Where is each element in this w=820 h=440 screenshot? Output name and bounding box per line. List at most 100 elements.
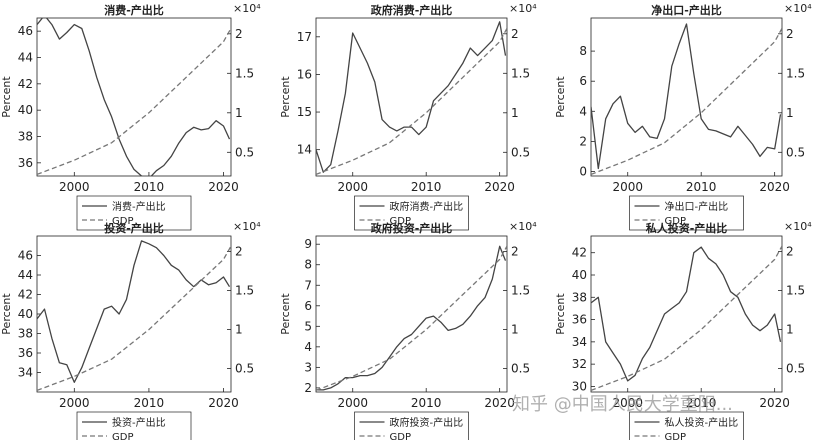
watermark: 知乎 @中国人民大学重阳... bbox=[512, 394, 733, 415]
gdp-series-line bbox=[316, 245, 507, 392]
y-tick-label: 36 bbox=[18, 346, 33, 360]
y2-exponent-label: ×10⁴ bbox=[784, 220, 812, 233]
legend-label: GDP bbox=[390, 432, 411, 440]
legend-box bbox=[629, 195, 744, 231]
plot-area bbox=[37, 18, 231, 176]
gdp-series-line bbox=[591, 245, 782, 392]
legend-label: GDP bbox=[665, 216, 686, 227]
y-tick-label: 16 bbox=[297, 67, 312, 81]
y2-tick-label: 0.5 bbox=[235, 362, 254, 376]
y2-tick-label: 0.5 bbox=[511, 145, 530, 159]
y-tick-label: 8 bbox=[304, 258, 312, 272]
y-axis-label: Percent bbox=[279, 293, 292, 335]
x-tick-label: 2010 bbox=[686, 396, 717, 410]
gdp-series-line bbox=[316, 27, 507, 176]
chart-title: 投资-产出比 bbox=[104, 221, 164, 235]
y-axis-label: Percent bbox=[279, 76, 292, 118]
legend-box bbox=[629, 411, 744, 440]
legend-box bbox=[354, 411, 469, 440]
legend-label: 政府消费-产出比 bbox=[390, 200, 464, 213]
gdp-series-line bbox=[37, 27, 231, 176]
plot-area bbox=[37, 240, 231, 392]
ratio-series-line bbox=[37, 240, 231, 383]
chart-panel-6: 30 32 34 36 38 40 42 0.5 1 1.5 2 ×10⁴ 2000 2010 2020 私人… bbox=[554, 220, 812, 440]
x-tick-label: 2000 bbox=[337, 396, 368, 410]
y2-tick-label: 1 bbox=[235, 106, 243, 120]
y2-tick-label: 2 bbox=[235, 27, 243, 41]
legend-box bbox=[76, 195, 192, 231]
y2-tick-label: 1 bbox=[786, 323, 794, 337]
y-tick-label: 34 bbox=[18, 366, 33, 380]
y-tick-label: 7 bbox=[304, 278, 312, 292]
plot-area bbox=[316, 245, 507, 392]
x-tick-label: 2020 bbox=[759, 396, 790, 410]
y-tick-label: 42 bbox=[18, 77, 33, 91]
plot-frame bbox=[315, 17, 508, 177]
y-tick-label: 2 bbox=[304, 381, 312, 395]
y2-tick-label: 2 bbox=[786, 245, 794, 259]
gdp-series-line bbox=[37, 245, 231, 392]
y-tick-label: 40 bbox=[18, 307, 33, 321]
x-tick-label: 2010 bbox=[686, 180, 717, 194]
y2-tick-label: 1 bbox=[786, 106, 794, 120]
y2-tick-label: 2 bbox=[511, 27, 519, 41]
plot-area bbox=[591, 23, 782, 176]
y-tick-label: 3 bbox=[304, 360, 312, 374]
chart-title: 政府投资-产出比 bbox=[371, 221, 453, 235]
y-tick-label: 6 bbox=[304, 299, 312, 313]
plot-frame bbox=[36, 235, 232, 393]
x-tick-label: 2010 bbox=[411, 396, 442, 410]
y-tick-label: 42 bbox=[18, 288, 33, 302]
legend-label: 净出口-产出比 bbox=[665, 200, 729, 213]
y-tick-label: 8 bbox=[579, 44, 587, 58]
y-tick-label: 6 bbox=[579, 74, 587, 88]
chart-panel-5: 2 3 4 5 6 7 8 9 0.5 1 1.5 2 ×10⁴ 2000 2010 2020 政府投资-产出比… bbox=[279, 220, 537, 440]
y2-tick-label: 1.5 bbox=[511, 284, 530, 298]
plot-area bbox=[591, 245, 782, 392]
y-tick-label: 30 bbox=[572, 379, 587, 393]
y2-tick-label: 1.5 bbox=[786, 66, 805, 80]
chart-title: 政府消费-产出比 bbox=[371, 3, 453, 17]
plot-frame bbox=[590, 17, 783, 177]
y-tick-label: 46 bbox=[18, 24, 33, 38]
ratio-series-line bbox=[316, 21, 507, 173]
y-tick-label: 46 bbox=[18, 249, 33, 263]
chart-title: 消费-产出比 bbox=[104, 3, 164, 17]
x-tick-label: 2010 bbox=[134, 396, 165, 410]
chart-title: 净出口-产出比 bbox=[651, 3, 722, 17]
y-tick-label: 42 bbox=[572, 246, 587, 260]
y-tick-label: 14 bbox=[297, 143, 312, 157]
ratio-series-line bbox=[37, 18, 231, 176]
y2-exponent-label: ×10⁴ bbox=[233, 2, 261, 15]
y2-tick-label: 1.5 bbox=[235, 284, 254, 298]
y2-tick-label: 0.5 bbox=[235, 145, 254, 159]
plot-frame bbox=[36, 17, 232, 177]
y-tick-label: 38 bbox=[572, 290, 587, 304]
y-tick-label: 40 bbox=[572, 268, 587, 282]
y-axis-label: Percent bbox=[0, 76, 13, 118]
x-tick-label: 2020 bbox=[484, 396, 515, 410]
y-tick-label: 34 bbox=[572, 335, 587, 349]
y-tick-label: 0 bbox=[579, 164, 587, 178]
x-tick-label: 2020 bbox=[208, 396, 239, 410]
x-tick-label: 2000 bbox=[612, 180, 643, 194]
y2-tick-label: 1 bbox=[511, 323, 519, 337]
y2-tick-label: 2 bbox=[786, 27, 794, 41]
x-tick-label: 2010 bbox=[134, 180, 165, 194]
y2-tick-label: 1.5 bbox=[786, 284, 805, 298]
gdp-series-line bbox=[591, 27, 782, 176]
x-tick-label: 2020 bbox=[759, 180, 790, 194]
y-axis-label: Percent bbox=[0, 293, 13, 335]
y-tick-label: 38 bbox=[18, 327, 33, 341]
legend-label: 投资-产出比 bbox=[112, 416, 166, 429]
x-tick-label: 2000 bbox=[59, 396, 90, 410]
y2-exponent-label: ×10⁴ bbox=[784, 2, 812, 15]
chart-panel-4: 34 36 38 40 42 44 46 0.5 1 1.5 2 ×10⁴ 2000 2010 2020 投资… bbox=[0, 220, 261, 440]
x-tick-label: 2000 bbox=[59, 180, 90, 194]
legend-box bbox=[354, 195, 469, 231]
y2-tick-label: 2 bbox=[511, 245, 519, 259]
ratio-series-line bbox=[591, 23, 782, 170]
y2-tick-label: 0.5 bbox=[786, 145, 805, 159]
